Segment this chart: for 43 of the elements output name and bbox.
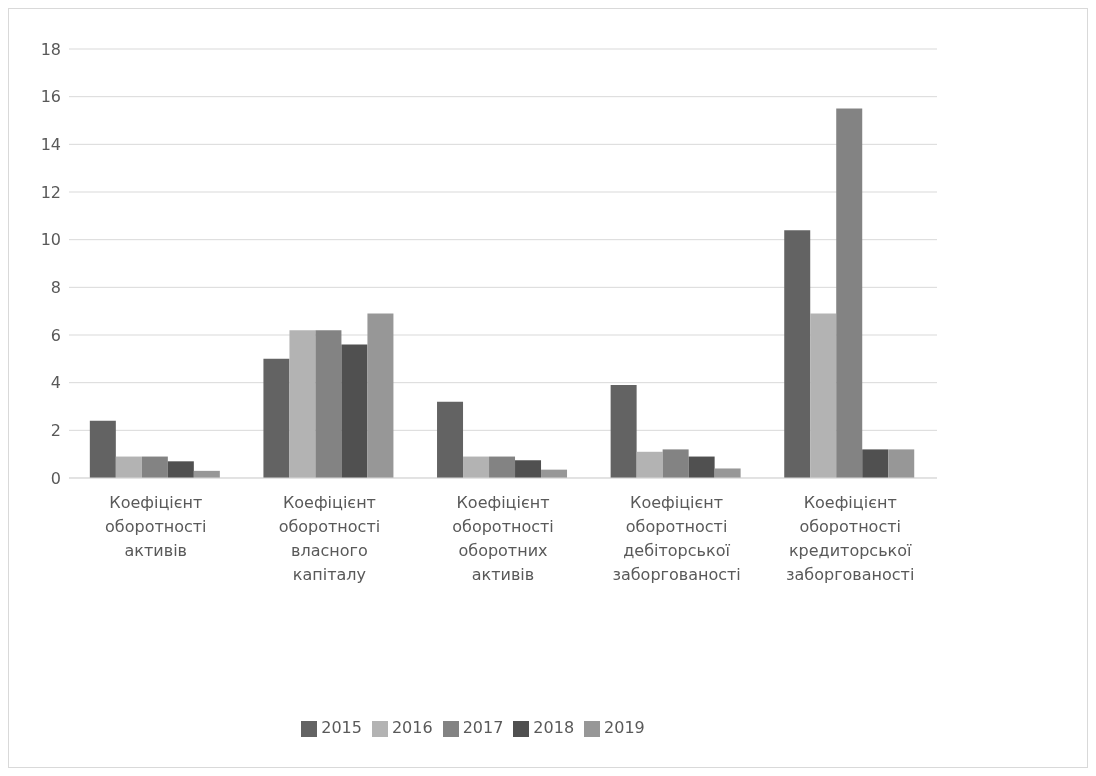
legend-label: 2016 <box>391 718 433 737</box>
bar <box>437 401 464 478</box>
y-tick-label: 12 <box>40 182 61 202</box>
y-tick-label: 10 <box>40 230 61 250</box>
bar <box>888 449 915 478</box>
legend-label: 2019 <box>604 718 645 737</box>
bar <box>489 456 516 478</box>
y-tick-label: 6 <box>50 325 61 345</box>
bar <box>636 451 663 478</box>
y-tick-label: 0 <box>50 468 61 488</box>
bar <box>810 313 837 478</box>
bar <box>662 449 689 478</box>
bar <box>515 460 542 478</box>
x-tick-label: Коефіцієнт оборотності кредиторської заборгованості <box>786 493 915 584</box>
y-tick-label: 14 <box>40 135 61 155</box>
y-tick-label: 4 <box>50 373 61 393</box>
bar <box>862 449 889 478</box>
y-tick-label: 2 <box>50 421 61 441</box>
bar <box>836 108 863 478</box>
bar <box>714 468 741 478</box>
bar <box>784 230 811 478</box>
bar <box>367 313 394 478</box>
x-tick-label: Коефіцієнт оборотності власного капіталу <box>278 493 381 584</box>
bar <box>610 385 637 478</box>
bar <box>463 456 490 478</box>
y-tick-label: 16 <box>40 87 61 107</box>
bar <box>341 344 368 478</box>
x-tick-label: Коефіцієнт оборотності дебіторської заборгованості <box>612 493 741 584</box>
bar <box>167 461 194 478</box>
legend-label: 2018 <box>533 718 575 737</box>
bar <box>89 420 116 478</box>
bar <box>263 358 290 478</box>
y-tick-label: 8 <box>50 278 61 298</box>
legend-label: 2017 <box>462 718 504 737</box>
bar <box>289 330 316 478</box>
legend-label: 2015 <box>321 718 362 737</box>
x-tick-label: Коефіцієнт оборотності активів <box>105 493 207 560</box>
bar <box>688 456 715 478</box>
bar <box>141 456 168 478</box>
bar <box>315 330 342 478</box>
y-tick-label: 18 <box>40 39 61 59</box>
bar <box>115 456 142 478</box>
x-tick-label: Коефіцієнт оборотності оборотних активів <box>452 493 554 584</box>
